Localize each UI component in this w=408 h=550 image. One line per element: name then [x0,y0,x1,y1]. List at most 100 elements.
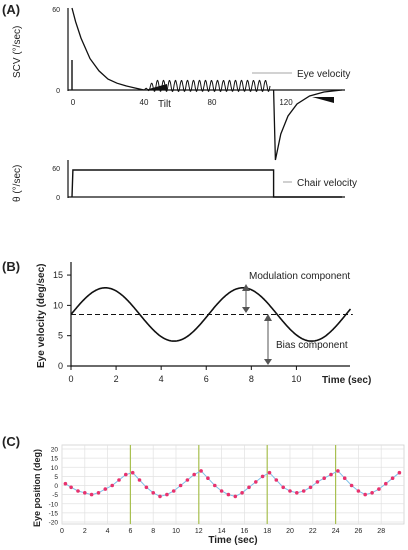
b-ytick-label: 15 [53,270,63,280]
eye-position-point [308,485,313,490]
c-xtick-label: 12 [195,528,203,535]
c-ytick-label: 10 [51,465,59,472]
scv-xtick-80: 80 [208,98,217,107]
c-ytick-label: -20 [49,520,59,527]
c-xticks: 0 2 4 6 8 10 12 14 16 18 20 22 24 26 28 [60,528,385,535]
scv-ytick-0: 0 [56,88,60,95]
c-xtick-label: 14 [218,528,226,535]
tilt-annotation: Tilt [158,99,171,110]
eye-position-point [110,483,114,488]
b-xtick-label: 8 [249,374,254,384]
eye-position-point [89,492,94,497]
scv-ytick-60: 60 [52,7,60,14]
eye-position-point [76,489,80,493]
eye-position-point [370,491,374,495]
eye-position-point [83,491,87,495]
c-xtick-label: 0 [60,528,64,535]
c-grid [61,445,404,524]
scv-xtick-0: 0 [71,98,76,107]
c-xtick-label: 26 [355,528,363,535]
c-xtick-label: 10 [172,528,180,535]
eye-position-point [288,489,292,493]
b-xtick-label: 0 [68,374,73,384]
chair-ylabel: θ (°/sec) [12,165,23,202]
eye-position-point [219,489,224,493]
chair-ytick-0: 0 [56,195,60,202]
b-xtick-label: 10 [291,374,301,384]
eye-position-point [397,470,402,475]
eye-position-point [390,476,395,481]
eye-position-point [206,476,210,481]
c-xtick-label: 28 [377,528,385,535]
scv-ylabel: SCV (°/sec) [12,26,23,78]
eye-position-point [240,491,244,495]
eye-position-point [315,480,320,484]
eye-position-point [124,472,128,477]
c-ytick-label: -10 [49,501,59,508]
b-ytick-label: 5 [58,331,63,341]
b-yticks: 0 5 10 15 [53,270,71,371]
panel-b: (B) 0 5 10 15 0 2 4 6 8 10 Eye velocity (deg/sec… [2,259,371,386]
tilt-on-wedge [145,84,167,90]
c-ytick-label: 20 [51,447,59,454]
c-xtick-label: 2 [83,528,87,535]
eye-position-point [301,489,306,493]
eye-position-point [185,478,190,482]
eye-position-point [144,485,149,490]
c-xtick-label: 16 [241,528,249,535]
eye-position-points [63,469,402,499]
b-xtick-label: 4 [159,374,164,384]
eye-position-point [96,491,101,495]
eye-position-point [377,487,381,491]
bias-arrow-head-up [264,314,272,321]
eye-position-point [226,492,231,497]
c-ytick-label: 15 [51,456,59,463]
eye-position-point [213,483,217,488]
c-ytick-label: 5 [54,474,58,481]
eye-position-point [69,485,73,490]
bias-annotation: Bias component [276,340,348,351]
panel-c-label: (C) [2,434,20,449]
eye-position-point [349,483,354,488]
eye-position-point [363,492,368,497]
eye-position-point [274,478,279,482]
eye-position-point [178,483,183,488]
eye-position-point [254,480,258,484]
eye-position-point [199,469,203,473]
c-xtick-label: 18 [263,528,271,535]
c-xtick-label: 8 [151,528,155,535]
chair-ytick-60: 60 [52,166,60,173]
eye-position-point [233,494,238,499]
eye-position-point [192,472,196,477]
eye-position-point [63,481,68,486]
b-xtick-label: 2 [114,374,119,384]
eye-position-point [322,476,327,481]
eye-position-point [336,469,340,473]
scv-xtick-40: 40 [140,98,149,107]
eye-position-point [260,474,265,479]
eye-position-point [329,472,333,477]
c-ytick-label: -5 [52,492,58,499]
scv-xtick-120: 120 [279,98,293,107]
eye-position-point [247,485,251,490]
eye-position-point [158,494,162,499]
panel-a-label: (A) [2,2,20,17]
bias-arrow-head-down [264,359,272,365]
b-ylabel: Eye velocity (deg/sec) [36,264,47,369]
c-vertical-markers [129,445,337,524]
eye-position-point [342,476,347,481]
eye-position-point [130,470,135,475]
eye-position-point [165,492,169,497]
c-xlabel: Time (sec) [208,535,257,546]
c-xtick-label: 24 [332,528,340,535]
eye-position-point [137,478,142,482]
eye-position-point [384,481,388,486]
eye-position-point [356,489,361,493]
c-xtick-label: 22 [309,528,317,535]
eye-position-point [267,470,272,475]
b-xlabel: Time (sec) [322,375,371,386]
b-xticks: 0 2 4 6 8 10 [68,366,301,384]
c-ytick-label: 0 [54,483,58,490]
b-xtick-label: 6 [204,374,209,384]
